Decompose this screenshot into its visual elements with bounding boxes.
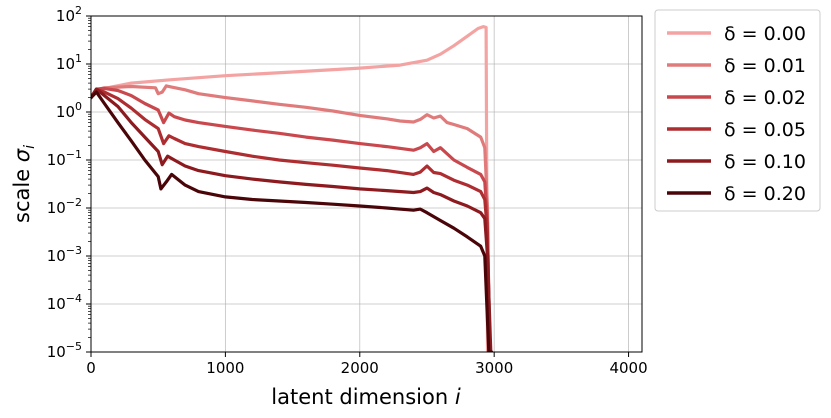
series-line-4 <box>91 87 493 352</box>
x-tick-label: 2000 <box>341 359 379 377</box>
tick-labels: 0 1000 2000 3000 4000 102 101 100 10−1 10−2 10−3 10… <box>47 4 648 377</box>
legend-label-0: δ = 0.00 <box>724 23 806 45</box>
y-tick-label: 10−4 <box>47 292 82 313</box>
x-axis-label: latent dimension i <box>271 385 461 409</box>
legend-label-2: δ = 0.02 <box>724 87 806 109</box>
y-tick-label: 100 <box>56 100 82 121</box>
y-tick-label: 10−5 <box>47 340 82 361</box>
legend-label-4: δ = 0.10 <box>724 151 806 173</box>
y-tick-label: 10−1 <box>47 148 82 169</box>
x-tick-label: 3000 <box>475 359 513 377</box>
legend: δ = 0.00 δ = 0.01 δ = 0.02 δ = 0.05 δ = 0.10… <box>654 9 821 212</box>
x-tick-label: 4000 <box>609 359 647 377</box>
series-line-2 <box>91 86 492 352</box>
y-axis-label: scale σi <box>10 145 38 223</box>
y-tick-label: 101 <box>56 52 82 73</box>
series-line-1 <box>91 84 491 352</box>
legend-label-1: δ = 0.01 <box>724 55 806 77</box>
legend-label-5: δ = 0.20 <box>724 183 806 205</box>
y-tick-label: 102 <box>56 4 82 25</box>
x-tick-label: 0 <box>86 359 96 377</box>
y-tick-label: 10−3 <box>47 244 82 265</box>
legend-label-3: δ = 0.05 <box>724 119 806 141</box>
x-tick-label: 1000 <box>206 359 244 377</box>
series-line-0 <box>91 25 491 352</box>
series-line-3 <box>91 87 492 352</box>
plot-frame <box>90 15 643 353</box>
ticks <box>86 15 630 357</box>
series-group <box>91 25 494 352</box>
series-line-5 <box>91 90 494 352</box>
y-tick-label: 10−2 <box>47 196 82 217</box>
